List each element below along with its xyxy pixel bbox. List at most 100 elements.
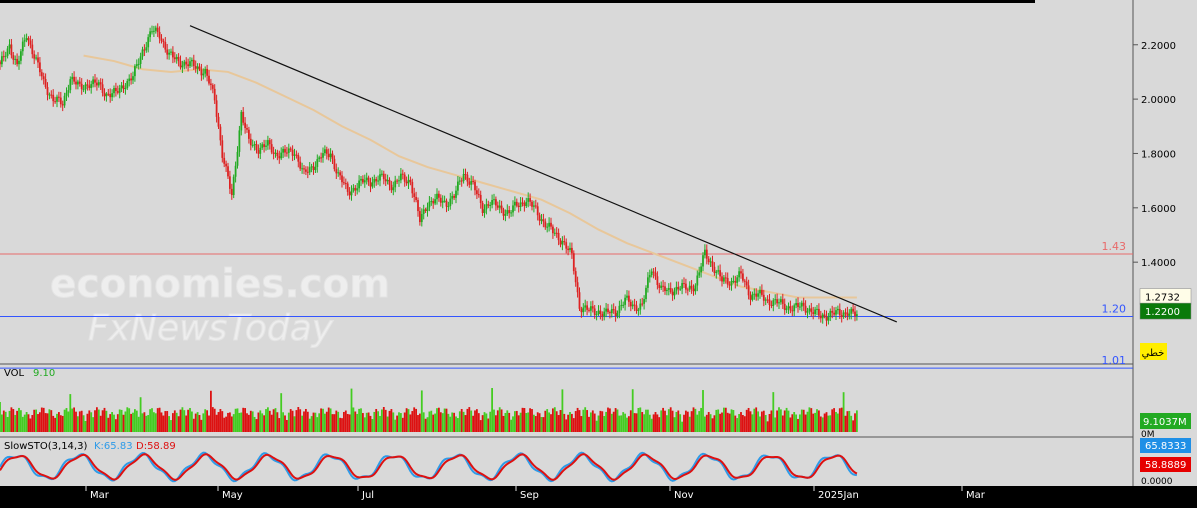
volume-bar (804, 414, 807, 432)
candle-down (248, 129, 250, 139)
candle-up (626, 295, 628, 298)
candle-down (284, 148, 286, 153)
candle-up (267, 140, 269, 146)
volume-bar (88, 410, 91, 432)
volume-bar (802, 409, 805, 432)
candle-up (324, 149, 326, 154)
volume-bar (766, 421, 769, 432)
candle-down (297, 155, 300, 162)
candle-down (401, 173, 404, 175)
volume-bar (571, 413, 573, 432)
volume-bar (306, 411, 309, 432)
volume-bar (757, 411, 759, 432)
candle-up (698, 272, 701, 276)
candle-up (540, 219, 543, 221)
volume-bar (420, 390, 423, 432)
level-label: 1.43 (1102, 240, 1127, 253)
volume-bar (521, 407, 524, 432)
volume-bar (555, 411, 558, 432)
candle-up (774, 299, 777, 301)
volume-bar (831, 409, 834, 432)
candle-up (835, 310, 837, 315)
candle-down (662, 285, 664, 287)
volume-bar (445, 408, 448, 432)
candle-down (445, 200, 448, 207)
candle-up (704, 249, 706, 256)
drawing-tool-badge[interactable]: خطي (1140, 343, 1167, 360)
candle-down (278, 156, 281, 159)
volume-bar (16, 410, 18, 432)
volume-bar (800, 409, 803, 432)
time-tick-label: May (222, 490, 243, 501)
volume-bar (139, 397, 142, 432)
volume-bar (268, 410, 271, 432)
candle-down (586, 305, 588, 310)
volume-bar (122, 414, 125, 432)
candle-up (63, 95, 66, 106)
candle-down (29, 40, 32, 45)
volume-bar (417, 415, 419, 432)
volume-bar (0, 414, 3, 432)
candle-down (354, 187, 357, 191)
volume-bar (837, 413, 839, 432)
candle-up (717, 270, 720, 272)
volume-bar (464, 415, 467, 432)
candle-up (97, 82, 100, 86)
volume-bar (702, 390, 704, 432)
volume-bar (616, 409, 619, 432)
candle-down (143, 49, 146, 51)
candle-up (77, 81, 79, 85)
candle-down (783, 303, 786, 311)
volume-bar (468, 407, 471, 432)
candle-down (40, 72, 43, 77)
volume-bar (259, 410, 262, 432)
trendline[interactable] (189, 25, 898, 323)
volume-bar (229, 412, 231, 432)
volume-bar (249, 410, 252, 432)
candle-up (631, 304, 634, 307)
candle-down (160, 38, 163, 41)
candle-up (548, 222, 550, 227)
volume-bar (612, 411, 615, 432)
candle-down (327, 153, 330, 158)
volume-bar (835, 411, 837, 432)
candle-down (721, 276, 723, 282)
volume-bar (318, 413, 321, 432)
candle-up (647, 277, 649, 288)
candle-down (572, 253, 575, 272)
candle-up (688, 285, 691, 290)
candle-up (356, 188, 359, 191)
candle-up (265, 145, 267, 147)
candle-up (525, 201, 528, 207)
volume-bar (303, 411, 305, 432)
volume-bar (660, 410, 663, 432)
time-tick-label: Nov (674, 490, 694, 501)
candle-up (0, 56, 3, 65)
volume-bar (540, 417, 543, 432)
candle-up (234, 165, 237, 177)
candle-down (211, 84, 214, 89)
candle-down (80, 83, 83, 90)
candle-down (609, 312, 611, 314)
candle-up (322, 153, 324, 158)
horizontal-levels[interactable]: 1.43 1.20 1.01 (0, 240, 1133, 369)
candle-up (69, 79, 72, 91)
drawing-tool-label: خطي (1142, 348, 1165, 359)
candle-up (23, 40, 26, 42)
candle-up (856, 314, 858, 317)
candle-up (183, 61, 186, 66)
candle-down (740, 271, 742, 274)
volume-bar (576, 407, 579, 432)
candle-up (398, 180, 400, 182)
candle-up (236, 151, 239, 166)
volume-bar (202, 413, 205, 432)
volume-bar (789, 417, 792, 432)
volume-bar (276, 412, 279, 432)
candle-up (850, 308, 853, 314)
candle-down (348, 191, 351, 196)
volume-bar (65, 408, 68, 432)
candle-down (734, 280, 737, 283)
candle-up (451, 195, 454, 199)
volume-bar (829, 415, 832, 432)
volume-bar (63, 409, 66, 432)
